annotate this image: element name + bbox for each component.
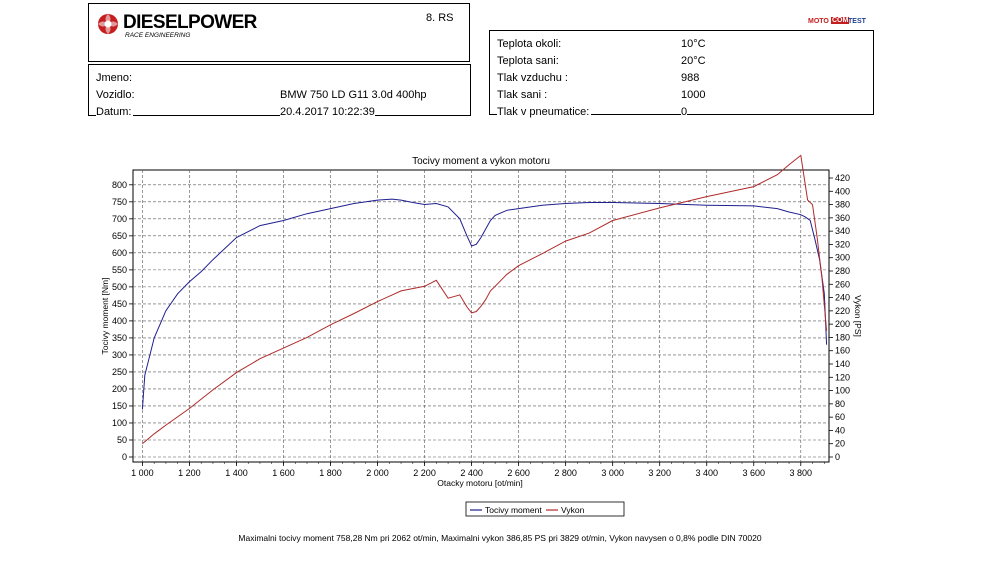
condition-label: Tlak vzduchu : (497, 72, 568, 84)
brand-subtitle: RACE ENGINEERING (125, 32, 191, 39)
y2-tick-label: 260 (835, 279, 850, 289)
vehicle-info-box (88, 64, 471, 116)
name-label: Jmeno: (96, 72, 133, 84)
y-tick-label: 550 (112, 265, 127, 275)
y2-tick-label: 140 (835, 359, 850, 369)
y-tick-label: 600 (112, 248, 127, 258)
y2-tick-label: 420 (835, 173, 850, 183)
x-tick-label: 1 800 (319, 468, 342, 478)
legend-box (465, 501, 625, 517)
vehicle-value: BMW 750 LD G11 3.0d 400hp (280, 89, 427, 101)
y-tick-label: 800 (112, 180, 127, 190)
condition-value: 988 (681, 72, 700, 84)
y2-tick-label: 280 (835, 266, 850, 276)
date-label: Datum: (96, 106, 134, 118)
y-tick-label: 500 (112, 282, 127, 292)
y2-tick-label: 40 (835, 425, 845, 435)
y2-tick-label: 20 (835, 439, 845, 449)
chart-axes: 0501001502002503003504004505005506006507… (112, 173, 850, 478)
y2-tick-label: 220 (835, 306, 850, 316)
y-tick-label: 750 (112, 197, 127, 207)
condition-label: Teplota okoli: (497, 38, 562, 50)
condition-value: 10°C (681, 38, 706, 50)
y-tick-label: 250 (112, 367, 127, 377)
y-tick-label: 150 (112, 401, 127, 411)
vehicle-label: Vozidlo: (96, 89, 135, 101)
x-tick-label: 3 000 (601, 468, 624, 478)
x-tick-label: 1 200 (178, 468, 201, 478)
turbo-icon (98, 14, 118, 34)
y2-axis-label: Vykon [PS] (853, 295, 863, 337)
y2-tick-label: 180 (835, 332, 850, 342)
logo-box (88, 3, 470, 62)
badge-com: COM (831, 17, 850, 24)
y-tick-label: 450 (112, 299, 127, 309)
legend-power-label: Vykon (561, 505, 585, 515)
x-tick-label: 3 600 (742, 468, 765, 478)
badge-test: TEST (848, 18, 866, 25)
y-tick-label: 200 (112, 384, 127, 394)
y-tick-label: 50 (117, 435, 127, 445)
plot-area (132, 169, 830, 463)
chart-grid (133, 170, 829, 462)
y2-tick-label: 100 (835, 386, 850, 396)
condition-label: Tlak sani : (497, 89, 548, 101)
x-tick-label: 2 000 (366, 468, 389, 478)
y2-tick-label: 160 (835, 346, 850, 356)
brand-name: DIESELPOWER (123, 12, 257, 33)
condition-label: Teplota sani: (497, 55, 559, 67)
condition-label: Tlak v pneumatice: (497, 106, 592, 118)
y-tick-label: 100 (112, 418, 127, 428)
condition-value: 20°C (681, 55, 706, 67)
badge-moto: MOTO (808, 18, 829, 25)
motocomtest-badge: MOTO COM TEST (808, 17, 866, 28)
condition-value: 0 (681, 106, 688, 118)
y2-tick-label: 380 (835, 200, 850, 210)
y-tick-label: 400 (112, 316, 127, 326)
chart-title: Tocivy moment a vykon motoru (412, 156, 550, 167)
x-tick-label: 2 200 (413, 468, 436, 478)
chart-series (141, 154, 828, 445)
x-tick-label: 3 400 (695, 468, 718, 478)
y2-tick-label: 240 (835, 293, 850, 303)
y2-tick-label: 400 (835, 186, 850, 196)
x-tick-label: 2 400 (460, 468, 483, 478)
y2-tick-label: 300 (835, 253, 850, 263)
x-tick-label: 1 400 (225, 468, 248, 478)
x-tick-label: 1 600 (272, 468, 295, 478)
summary-footer: Maximalni tocivy moment 758,28 Nm pri 20… (238, 533, 762, 543)
y-tick-label: 300 (112, 350, 127, 360)
y2-tick-label: 0 (835, 452, 840, 462)
y2-tick-label: 340 (835, 226, 850, 236)
y-tick-label: 350 (112, 333, 127, 343)
y2-tick-label: 80 (835, 399, 845, 409)
legend-torque-label: Tocivy moment (485, 505, 542, 515)
y2-tick-label: 320 (835, 239, 850, 249)
y2-tick-label: 120 (835, 372, 850, 382)
x-tick-label: 3 800 (790, 468, 813, 478)
condition-value: 1000 (681, 89, 706, 101)
y-tick-label: 650 (112, 231, 127, 241)
x-tick-label: 1 000 (131, 468, 154, 478)
date-value: 20.4.2017 10:22:39 (280, 106, 375, 118)
x-tick-label: 2 600 (507, 468, 530, 478)
x-tick-label: 3 200 (648, 468, 671, 478)
y-axis-label: Tocivy moment [Nm] (100, 278, 110, 355)
run-label: 8. RS (426, 12, 454, 24)
y-tick-label: 0 (122, 452, 127, 462)
y2-tick-label: 200 (835, 319, 850, 329)
brand-logo: DIESELPOWER RACE ENGINEERING (97, 11, 267, 41)
x-axis-label: Otacky motoru [ot/min] (437, 478, 523, 488)
y2-tick-label: 360 (835, 213, 850, 223)
y2-tick-label: 60 (835, 412, 845, 422)
x-tick-label: 2 800 (554, 468, 577, 478)
y-tick-label: 700 (112, 214, 127, 224)
